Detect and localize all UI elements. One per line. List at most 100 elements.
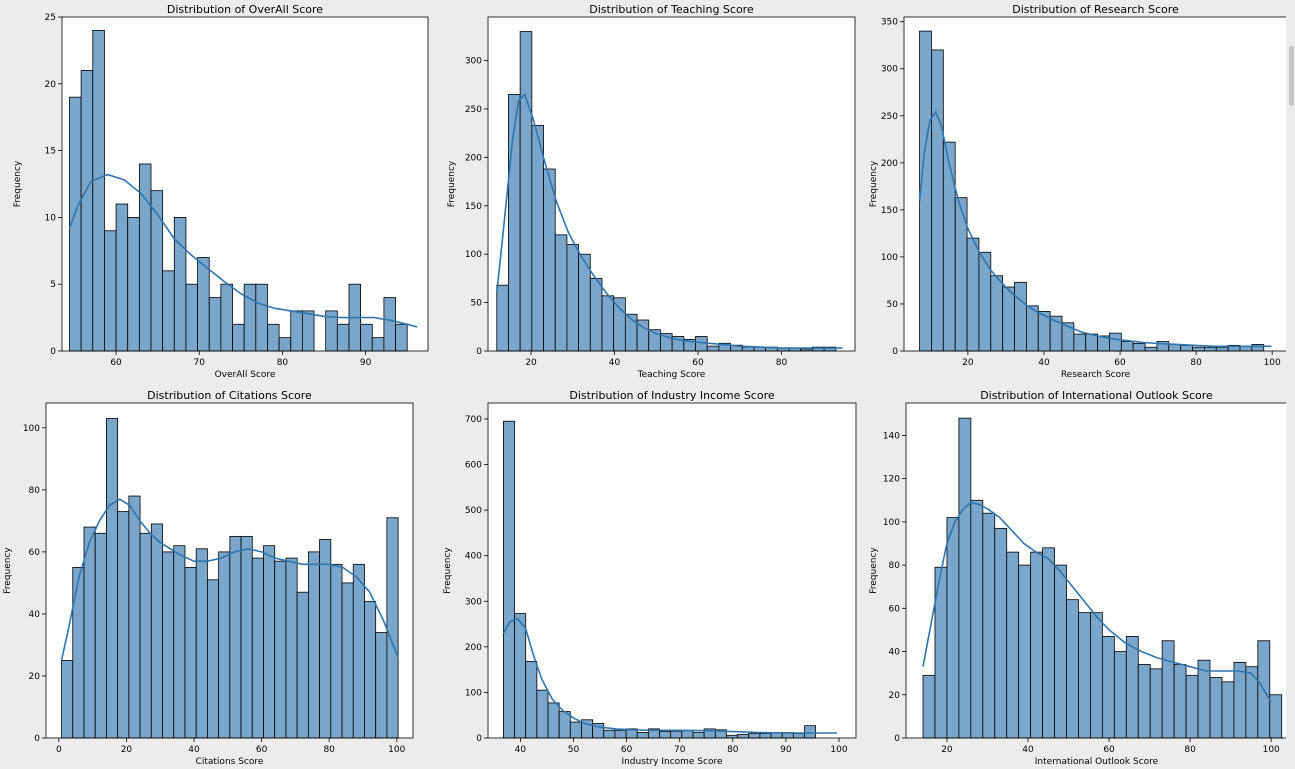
y-tick-label: 40 <box>29 610 41 620</box>
y-tick-label: 150 <box>881 206 898 216</box>
y-tick-label: 140 <box>883 431 900 441</box>
histogram-bar <box>636 732 649 739</box>
histogram-bar <box>1120 341 1134 352</box>
x-tick-label: 40 <box>1022 745 1034 755</box>
histogram-bar <box>336 323 350 352</box>
chart-international-outlook-score: Distribution of International Outlook Sc… <box>869 389 1288 767</box>
histogram-bar <box>670 730 683 739</box>
y-tick-label: 0 <box>476 734 482 744</box>
histogram-bar <box>83 526 96 739</box>
histogram-bar <box>364 601 377 739</box>
histogram-bar <box>104 230 117 352</box>
histogram-bar <box>547 702 560 739</box>
histogram-bar <box>195 548 208 739</box>
histogram-bar <box>290 310 303 352</box>
histogram-bar <box>1006 551 1020 739</box>
x-tick-label: 40 <box>188 745 200 755</box>
y-tick-label: 300 <box>465 597 482 607</box>
histogram-bar <box>994 527 1008 739</box>
x-tick-label: 20 <box>962 358 974 368</box>
histogram-bar <box>115 203 129 352</box>
y-tick-label: 20 <box>889 691 901 701</box>
scrollbar-thumb[interactable] <box>1289 46 1294 106</box>
histogram-bar <box>1251 344 1265 352</box>
histogram-bar <box>1192 346 1205 352</box>
vertical-scrollbar[interactable] <box>1286 0 1295 769</box>
histogram-bar <box>274 560 287 739</box>
y-axis-label: Frequency <box>447 160 457 207</box>
histogram-bar <box>1014 281 1027 352</box>
plot-frame <box>45 402 414 739</box>
y-tick-label: 0 <box>892 347 898 357</box>
histogram-bar <box>601 295 615 352</box>
histogram-bar <box>375 632 388 739</box>
histogram-bar <box>330 563 343 739</box>
histogram-bar <box>519 31 533 352</box>
histogram-bar <box>173 545 186 739</box>
histogram-bar <box>296 591 309 739</box>
histogram-bar <box>1030 551 1043 739</box>
x-tick-label: 80 <box>1190 358 1202 368</box>
histogram-bar <box>1066 599 1079 739</box>
histogram-bar <box>386 517 399 739</box>
histogram-bar <box>197 257 210 352</box>
histogram-bar <box>614 729 627 739</box>
y-tick-label: 0 <box>476 347 482 357</box>
histogram-bar <box>1018 564 1032 739</box>
y-tick-label: 20 <box>29 672 41 682</box>
y-tick-label: 300 <box>881 65 898 75</box>
chart-industry-income-score: Distribution of Industry Income Score 40 5… <box>443 389 857 767</box>
histogram-bar <box>748 733 761 739</box>
y-tick-label: 100 <box>883 518 900 528</box>
x-tick-label: 40 <box>515 745 527 755</box>
y-axis-label: Frequency <box>869 160 879 207</box>
histogram-bar <box>706 345 720 352</box>
histogram-bar <box>138 163 152 352</box>
histogram-bar <box>139 532 152 739</box>
histogram-bar <box>566 244 580 352</box>
histogram-bar <box>184 566 197 739</box>
x-tick-label: 60 <box>692 358 704 368</box>
x-tick-label: 70 <box>194 358 206 368</box>
chart-title: Distribution of Industry Income Score <box>569 389 775 402</box>
y-tick-label: 100 <box>23 424 40 434</box>
y-tick-label: 5 <box>50 280 56 290</box>
histogram-bar <box>117 511 130 739</box>
y-tick-label: 50 <box>471 299 483 309</box>
x-tick-label: 80 <box>323 745 335 755</box>
y-tick-label: 600 <box>465 461 482 471</box>
y-tick-label: 150 <box>465 202 482 212</box>
histogram-bar <box>206 579 220 739</box>
y-axis-label: Frequency <box>3 547 13 594</box>
histogram-bar <box>319 539 332 739</box>
histogram-bar <box>1132 343 1146 352</box>
histogram-bar <box>554 234 568 352</box>
y-tick-label: 300 <box>465 57 482 67</box>
histogram-bar <box>307 551 320 739</box>
chart-title: Distribution of Citations Score <box>147 389 312 402</box>
kde-curve <box>502 617 837 734</box>
histogram-bar <box>1109 332 1122 352</box>
x-tick-label: 100 <box>830 745 847 755</box>
histogram-bar <box>1085 333 1098 352</box>
x-tick-label: 70 <box>674 745 686 755</box>
histogram-bar <box>1137 664 1151 739</box>
histogram-bar <box>1173 664 1187 739</box>
histogram-bar <box>1054 564 1067 739</box>
histogram-bar <box>990 275 1004 352</box>
histogram-bar <box>1073 333 1087 352</box>
histogram-bar <box>525 661 538 739</box>
y-tick-label: 350 <box>881 18 898 28</box>
histogram-bar <box>741 346 755 352</box>
y-tick-label: 40 <box>889 648 901 658</box>
histogram-bar <box>61 660 74 739</box>
x-tick-label: 20 <box>941 745 953 755</box>
histogram-bar <box>1168 344 1182 352</box>
histogram-bar <box>208 297 222 352</box>
histogram-bar <box>80 70 94 352</box>
chart-title: Distribution of International Outlook Sc… <box>980 389 1213 402</box>
histogram-bar <box>603 729 616 739</box>
histogram-bar <box>395 323 408 352</box>
histogram-bar <box>1197 659 1211 739</box>
